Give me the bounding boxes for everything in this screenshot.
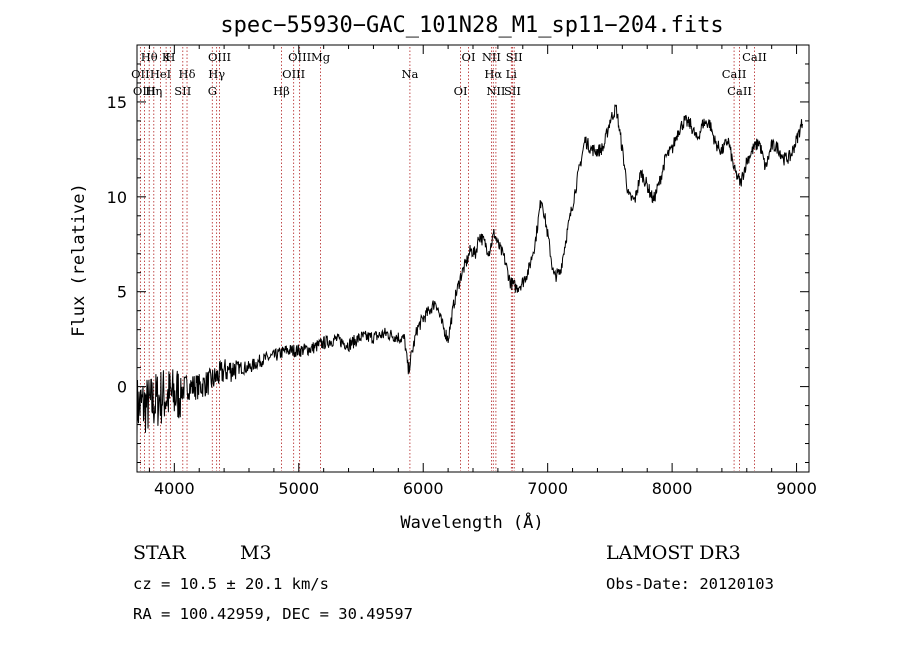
line-marker-labels: Hθ OII OIII K HeI Hη H Hδ SII OIII Hγ G OIII OIII Hβ Mg… (131, 50, 767, 98)
line-marker-label: K (162, 50, 171, 64)
spectrum-series (136, 104, 803, 436)
line-marker-label: OIII (288, 50, 311, 64)
line-marker-label: Mg (311, 50, 331, 64)
x-tick-label: 6000 (403, 479, 444, 498)
line-marker-label: OIII (208, 50, 231, 64)
y-tick-label: 5 (117, 283, 127, 302)
spectrum-line (136, 104, 803, 436)
x-tick-label: 7000 (527, 479, 568, 498)
line-marker-label: SII (504, 84, 521, 98)
y-axis: 0 5 10 15 (107, 63, 809, 464)
x-tick-label: 4000 (154, 479, 195, 498)
line-marker-label: Hθ (141, 50, 158, 64)
line-marker-label: CaII (722, 67, 747, 81)
line-marker-label: Hβ (273, 84, 290, 98)
line-marker-label: NII (482, 50, 501, 64)
line-marker-label: H (165, 50, 175, 64)
x-tick-label: 5000 (278, 479, 319, 498)
x-axis: 4000 5000 6000 7000 8000 9000 (148, 45, 817, 498)
x-tick-label: 9000 (776, 479, 817, 498)
line-marker-label: Hη (145, 84, 162, 98)
line-marker-label: SII (506, 50, 523, 64)
ra-dec: RA = 100.42959, DEC = 30.49597 (133, 605, 413, 623)
y-tick-label: 0 (117, 378, 127, 397)
line-marker-label: Hγ (208, 67, 225, 81)
plot-frame (136, 44, 810, 473)
chart-title: spec−55930−GAC_101N28_M1_sp11−204.fits (220, 13, 723, 38)
y-axis-label: Flux (relative) (69, 183, 89, 337)
line-marker-label: OIII (282, 67, 305, 81)
line-marker-label: G (208, 84, 217, 98)
line-marker-label: Na (401, 67, 418, 81)
line-marker-label: CaII (742, 50, 767, 64)
y-tick-label: 10 (107, 188, 127, 207)
object-class: STAR (133, 542, 186, 564)
line-marker-label: OI (462, 50, 476, 64)
x-tick-label: 8000 (652, 479, 693, 498)
redshift-cz: cz = 10.5 ± 20.1 km/s (133, 575, 329, 593)
line-marker-label: Li (506, 67, 518, 81)
line-marker-label: HeI (150, 67, 171, 81)
line-marker-label: OII (131, 67, 150, 81)
line-marker-label: OIII (133, 84, 156, 98)
obs-date: Obs-Date: 20120103 (606, 575, 774, 593)
object-subclass: M3 (240, 542, 272, 564)
line-marker-label: Hδ (179, 67, 196, 81)
survey-name: LAMOST DR3 (606, 542, 741, 564)
line-marker-label: NII (486, 84, 505, 98)
line-marker-label: SII (174, 84, 191, 98)
line-markers (139, 47, 755, 471)
y-tick-label: 15 (107, 93, 127, 112)
line-marker-label: CaII (727, 84, 752, 98)
line-marker-label: OI (454, 84, 468, 98)
line-marker-label: Hα (484, 67, 502, 81)
x-axis-label: Wavelength (Å) (400, 511, 543, 533)
